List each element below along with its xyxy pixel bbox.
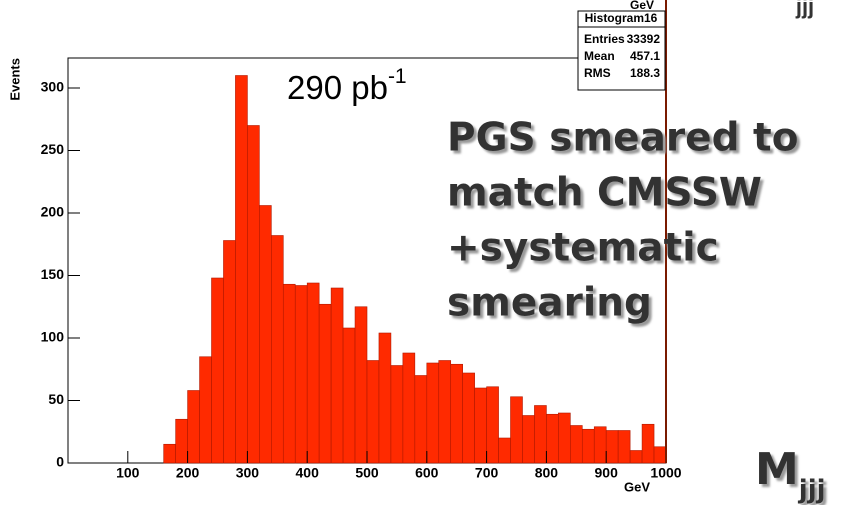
x-tick-label: 500 xyxy=(355,465,379,481)
histogram-bar xyxy=(653,446,667,464)
histogram-bar xyxy=(235,75,248,464)
histogram-bar xyxy=(402,352,416,464)
lumi-text: 290 pb xyxy=(287,69,388,106)
annotation-line: PGS smeared to xyxy=(447,116,799,161)
x-tick-label: 1000 xyxy=(650,465,681,481)
histogram-bar xyxy=(306,282,320,464)
histogram-bar xyxy=(522,415,535,464)
histogram-bar xyxy=(294,285,308,464)
x-tick-label: 200 xyxy=(176,465,200,481)
histogram-bar xyxy=(486,386,499,464)
histogram-bar xyxy=(259,205,272,464)
mass-label: Mjjj xyxy=(755,444,826,505)
histogram-bar xyxy=(462,372,475,464)
y-tick-label: 50 xyxy=(48,391,64,407)
histogram-bar xyxy=(318,303,332,464)
histogram-bar xyxy=(629,450,643,464)
stats-title: Histogram16 xyxy=(585,11,658,25)
histogram-bar xyxy=(354,306,368,464)
x-tick-label: 900 xyxy=(595,465,619,481)
y-tick-label: 250 xyxy=(41,141,65,157)
y-tick-label: 0 xyxy=(56,454,64,470)
histogram-bar xyxy=(390,365,404,464)
y-axis-label: Events xyxy=(7,58,22,101)
top-unit: GeV xyxy=(630,0,654,12)
y-tick-label: 300 xyxy=(41,79,65,95)
x-axis-label: GeV xyxy=(624,479,650,494)
histogram-bar xyxy=(414,375,428,464)
x-tick-label: 600 xyxy=(415,465,439,481)
annotation-line: +systematic xyxy=(447,226,719,271)
mass-subscript: jjj xyxy=(798,475,826,505)
histogram-bar xyxy=(438,360,452,464)
x-tick-label: 800 xyxy=(535,465,559,481)
annotation-line: smearing xyxy=(447,281,652,326)
stats-value: 457.1 xyxy=(630,49,660,63)
mass-symbol: M xyxy=(755,444,799,495)
histogram-bar xyxy=(534,405,547,464)
annotation-line: match CMSSW xyxy=(447,171,762,216)
histogram-bar xyxy=(366,360,380,464)
histogram-bar xyxy=(330,287,344,464)
histogram-bar xyxy=(378,332,392,464)
stats-value: 33392 xyxy=(627,32,661,46)
histogram-bar xyxy=(450,363,463,464)
x-tick-label: 700 xyxy=(475,465,499,481)
histogram-bar xyxy=(342,327,356,464)
plot-area: 0 50 100 150 200 250 300 100 200 300 400 500 600 700 8… xyxy=(41,57,682,481)
histogram-bar xyxy=(426,362,440,464)
top-subscript: jjj xyxy=(795,0,814,19)
histogram-bar xyxy=(581,428,595,464)
histogram-bar xyxy=(223,240,236,464)
histogram-bar xyxy=(617,430,631,464)
y-tick-label: 100 xyxy=(41,329,65,345)
histogram-bar xyxy=(558,412,571,464)
histogram-bar xyxy=(641,423,655,464)
stats-box: Histogram16 Entries 33392 Mean 457.1 RMS 188.3 xyxy=(577,10,666,91)
x-tick-label: 100 xyxy=(116,465,140,481)
lumi-exponent: -1 xyxy=(388,65,407,88)
stats-key: RMS xyxy=(584,66,611,80)
histogram-bar xyxy=(546,413,559,464)
luminosity: 290 pb-1 xyxy=(287,65,407,106)
histogram-bar xyxy=(474,387,487,464)
stats-key: Mean xyxy=(584,49,615,63)
stats-value: 188.3 xyxy=(630,66,660,80)
x-tick-label: 400 xyxy=(296,465,320,481)
histogram-bar xyxy=(498,437,511,464)
histogram-bar xyxy=(199,356,212,464)
histogram-bar xyxy=(510,396,523,464)
x-tick-label: 300 xyxy=(236,465,260,481)
histogram-bar xyxy=(570,425,583,464)
histogram-bar xyxy=(187,390,200,464)
histogram-bar xyxy=(163,443,176,464)
y-tick-label: 200 xyxy=(41,204,65,220)
histogram-bar xyxy=(247,125,260,464)
histogram-bar xyxy=(211,277,224,464)
histogram-bar xyxy=(175,418,188,464)
histogram-bar xyxy=(593,426,607,464)
histogram-bar xyxy=(282,283,296,464)
histogram-bar xyxy=(605,430,619,464)
stats-border xyxy=(577,10,666,91)
y-tick-label: 150 xyxy=(41,266,65,282)
histogram-bar xyxy=(271,235,284,464)
stats-key: Entries xyxy=(584,32,625,46)
annotation-text: PGS smeared to match CMSSW +systematic smea… xyxy=(447,116,799,326)
